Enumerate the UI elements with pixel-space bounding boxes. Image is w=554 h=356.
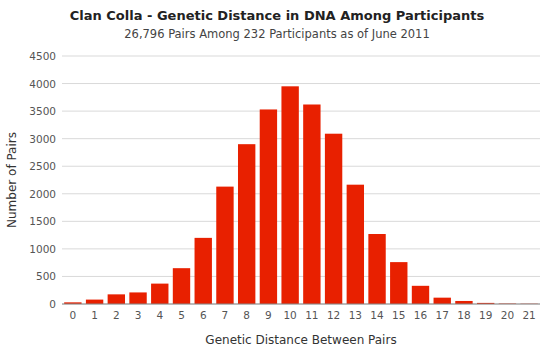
y-tick-label: 2000 bbox=[29, 188, 56, 200]
y-tick-label: 4000 bbox=[29, 78, 56, 90]
x-tick-label: 5 bbox=[178, 309, 185, 321]
bar bbox=[86, 300, 103, 304]
bar bbox=[260, 109, 277, 304]
chart-svg: Clan Colla - Genetic Distance in DNA Amo… bbox=[0, 0, 554, 356]
y-tick-label: 1500 bbox=[29, 215, 56, 227]
bar bbox=[390, 262, 407, 304]
x-tick-label: 8 bbox=[243, 309, 250, 321]
y-tick-label: 1000 bbox=[29, 243, 56, 255]
x-tick-label: 4 bbox=[156, 309, 163, 321]
x-axis: 0123456789101112131415161718192021 bbox=[70, 309, 536, 321]
grid-line bbox=[62, 248, 540, 249]
x-tick-label: 12 bbox=[327, 309, 340, 321]
x-tick-label: 17 bbox=[436, 309, 449, 321]
x-tick-label: 20 bbox=[501, 309, 514, 321]
bar bbox=[216, 187, 233, 304]
x-tick-label: 11 bbox=[305, 309, 318, 321]
grid-line bbox=[62, 193, 540, 194]
bar bbox=[347, 185, 364, 304]
bars bbox=[64, 86, 538, 304]
y-tick-label: 3500 bbox=[29, 105, 56, 117]
x-tick-label: 16 bbox=[414, 309, 428, 321]
y-tick-label: 2500 bbox=[29, 160, 56, 172]
bar bbox=[434, 298, 451, 304]
bar bbox=[108, 294, 125, 304]
x-tick-label: 21 bbox=[522, 309, 535, 321]
y-axis-label: Number of Pairs bbox=[5, 132, 19, 228]
bar bbox=[303, 104, 320, 304]
x-tick-label: 2 bbox=[113, 309, 120, 321]
grid-line bbox=[62, 221, 540, 222]
x-tick-label: 15 bbox=[392, 309, 405, 321]
bar bbox=[281, 86, 298, 304]
y-tick-label: 4500 bbox=[29, 50, 56, 62]
x-tick-label: 0 bbox=[70, 309, 77, 321]
subtitle: 26,796 Pairs Among 232 Participants as o… bbox=[124, 27, 430, 41]
bar bbox=[129, 292, 146, 304]
bar bbox=[173, 268, 190, 304]
y-tick-label: 500 bbox=[36, 270, 56, 282]
y-tick-label: 3000 bbox=[29, 133, 56, 145]
chart-container: Clan Colla - Genetic Distance in DNA Amo… bbox=[0, 0, 554, 356]
x-tick-label: 1 bbox=[91, 309, 98, 321]
x-tick-label: 10 bbox=[283, 309, 296, 321]
y-axis: 0 500 1000 1500 2000 2500 3000 3500 4000 4500 bbox=[29, 50, 540, 310]
grid-line bbox=[62, 111, 540, 112]
x-tick-label: 18 bbox=[457, 309, 470, 321]
bar bbox=[195, 238, 212, 304]
bar bbox=[325, 134, 342, 304]
grid-line bbox=[62, 83, 540, 84]
title: Clan Colla - Genetic Distance in DNA Amo… bbox=[70, 8, 485, 23]
grid-line bbox=[62, 276, 540, 277]
grid-line bbox=[62, 304, 540, 305]
bar bbox=[238, 144, 255, 304]
bar bbox=[412, 286, 429, 304]
x-tick-label: 19 bbox=[479, 309, 492, 321]
grid-line bbox=[62, 56, 540, 57]
x-axis-label: Genetic Distance Between Pairs bbox=[205, 333, 396, 347]
x-tick-label: 9 bbox=[265, 309, 272, 321]
x-axis-line bbox=[62, 304, 540, 305]
x-tick-label: 14 bbox=[370, 309, 384, 321]
x-tick-label: 13 bbox=[349, 309, 362, 321]
bar bbox=[368, 234, 385, 304]
grid-line bbox=[62, 166, 540, 167]
y-tick-label: 0 bbox=[49, 298, 56, 310]
grid-line bbox=[62, 138, 540, 139]
x-tick-label: 7 bbox=[222, 309, 229, 321]
x-tick-label: 3 bbox=[135, 309, 142, 321]
bar bbox=[151, 284, 168, 304]
x-tick-label: 6 bbox=[200, 309, 207, 321]
